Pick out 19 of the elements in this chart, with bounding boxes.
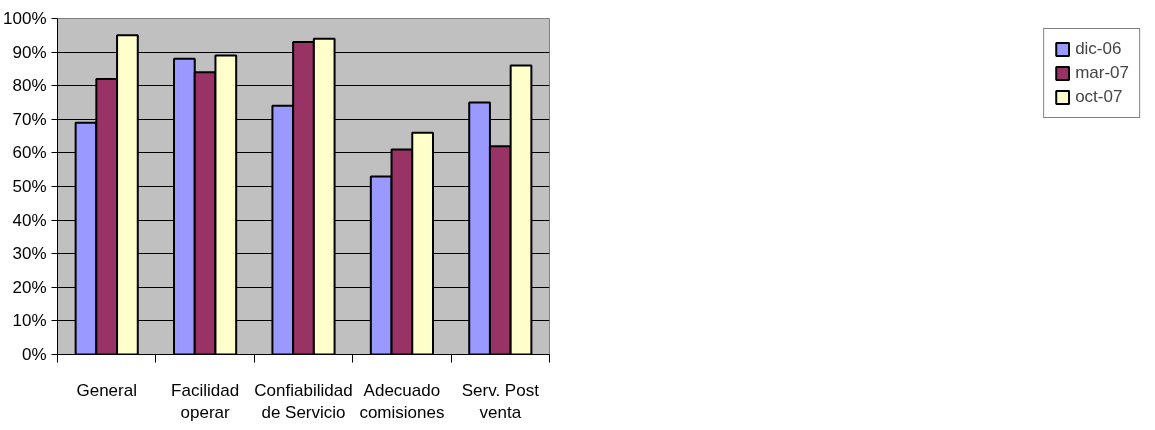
x-tick-label: Adecuado comisiones: [359, 380, 445, 423]
y-tick-label: 100%: [3, 9, 47, 28]
x-tick-label: Serv. Post venta: [461, 380, 540, 423]
y-tick-label: 70%: [12, 109, 47, 129]
legend-label: mar-07: [1075, 63, 1129, 83]
x-tick-label: Confiabilidad de Servicio: [254, 380, 353, 423]
y-tick-label: 10%: [12, 311, 47, 331]
y-tick-label: 40%: [12, 210, 47, 230]
y-tick-label: 90%: [12, 42, 47, 62]
y-tick-label: 80%: [12, 76, 47, 96]
y-tick-label: 60%: [12, 143, 47, 163]
x-tick-label: Facilidad operar: [171, 380, 240, 423]
y-tick-label: 50%: [12, 177, 47, 196]
y-tick-label: 0%: [21, 345, 47, 364]
x-tick-label: General: [76, 380, 137, 400]
y-tick-label: 30%: [12, 244, 47, 264]
legend-label: oct-07: [1075, 87, 1123, 107]
y-tick-label: 20%: [12, 277, 47, 297]
legend-label: dic-06: [1075, 39, 1122, 59]
